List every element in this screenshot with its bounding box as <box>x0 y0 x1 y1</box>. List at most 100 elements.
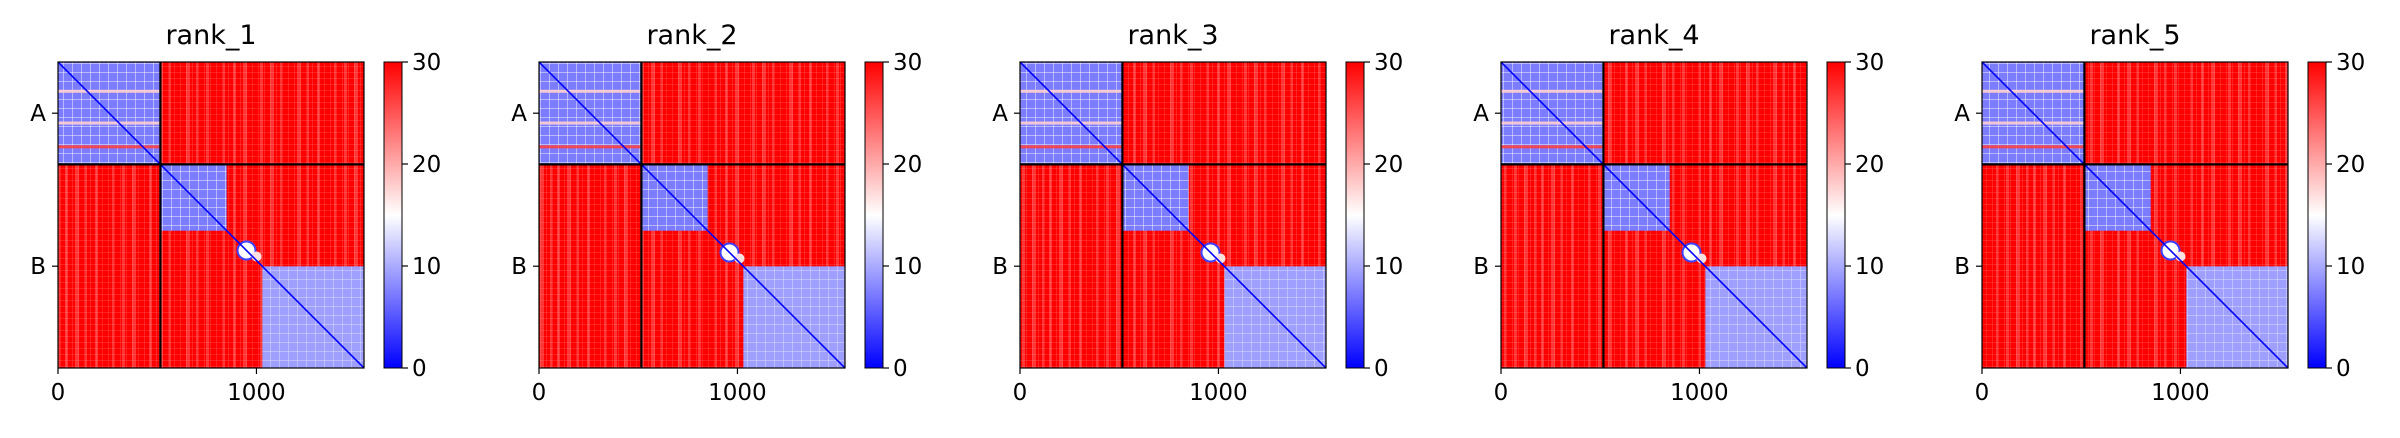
heatmap-stripe <box>1227 62 1231 368</box>
heatmap-stripe <box>85 62 87 368</box>
heatmap-panel-3: rank_3 A B 0 1000 0 10 20 30 <box>992 20 1403 406</box>
colorbar-tick-label: 0 <box>2336 356 2351 382</box>
heatmap-stripe <box>317 62 320 368</box>
panel-title: rank_2 <box>646 20 737 51</box>
block-stripe <box>1982 145 2085 149</box>
plot-frame <box>538 61 846 369</box>
colorbar <box>2307 61 2327 369</box>
y-tick-label: A <box>30 101 46 127</box>
heatmap-stripe <box>1244 62 1247 368</box>
heatmap-stripe <box>2275 62 2277 368</box>
y-tick-label: A <box>1473 101 1489 127</box>
diagonal-line <box>58 62 364 368</box>
block-stripe <box>58 121 161 125</box>
block-stripe <box>1020 145 1123 149</box>
heatmap-stripe <box>836 62 839 368</box>
heatmap-stripe <box>1756 62 1758 368</box>
block-stripe <box>58 145 161 149</box>
heatmap-stripe <box>1672 62 1674 368</box>
heatmap-stripe <box>2053 62 2055 368</box>
heatmap-stripe <box>1588 62 1590 368</box>
colorbar-tick-label: 20 <box>1855 152 1884 178</box>
heatmap-stripe <box>1291 62 1293 368</box>
heatmap-stripe <box>1746 62 1750 368</box>
heatmap-stripe <box>540 62 544 368</box>
heatmap-stripe <box>270 62 274 368</box>
plot-frame <box>1500 61 1808 369</box>
colorbar <box>383 61 403 369</box>
colorbar-tick-label: 10 <box>1374 254 1403 280</box>
heatmap-stripe <box>112 62 114 368</box>
colorbar-tick-label: 20 <box>412 152 441 178</box>
heatmap-stripe <box>614 62 617 368</box>
heatmap-panel-2: rank_2 A B 0 1000 0 10 20 30 <box>511 20 922 406</box>
block-stripe <box>539 89 642 93</box>
heatmap-stripe <box>1561 62 1563 368</box>
heatmap-stripe <box>1719 62 1723 368</box>
heatmap-panel-4: rank_4 A B 0 1000 0 10 20 30 <box>1473 20 1884 406</box>
diagonal-line <box>1501 62 1807 368</box>
colorbar-tick-label: 0 <box>412 356 427 382</box>
panel-title: rank_3 <box>1127 20 1218 51</box>
heatmap-stripe <box>1534 62 1536 368</box>
heatmap-stripe <box>1514 62 1517 368</box>
heatmap-cells <box>1982 62 2288 368</box>
heatmap-stripe <box>2174 62 2177 368</box>
heatmap-stripe <box>1793 62 1796 368</box>
heatmap-stripe <box>122 62 125 368</box>
heatmap-stripe <box>2026 62 2028 368</box>
heatmap-stripe <box>2016 62 2020 368</box>
heatmap-panel-1: rank_1 A B 0 1000 0 10 20 30 <box>30 20 441 406</box>
heatmap-stripe <box>1207 62 1209 368</box>
heatmap-stripe <box>587 62 590 368</box>
heatmap-stripe <box>1254 62 1258 368</box>
colorbar <box>1826 61 1846 369</box>
heatmap-stripe <box>2006 62 2009 368</box>
heatmap-stripe <box>604 62 606 368</box>
heatmap-stripe <box>1598 62 1601 368</box>
heatmap-panel-5: rank_5 A B 0 1000 0 10 20 30 <box>1954 20 2365 406</box>
heatmap-stripe <box>1042 62 1044 368</box>
heatmap-stripe <box>809 62 812 368</box>
diagonal-line <box>1982 62 2288 368</box>
heatmap-stripe <box>1783 62 1785 368</box>
heatmap-stripe <box>2154 62 2158 368</box>
heatmap-stripe <box>772 62 774 368</box>
heatmap-stripe <box>1318 62 1320 368</box>
heatmap-stripe <box>243 62 247 368</box>
colorbar-tick-label: 10 <box>412 254 441 280</box>
heatmap-stripe <box>307 62 309 368</box>
x-tick-label: 1000 <box>2151 380 2210 406</box>
heatmap-stripe <box>2201 62 2204 368</box>
heatmap-stripe <box>2191 62 2193 368</box>
heatmap-stripe <box>1059 62 1063 368</box>
x-tick-label: 0 <box>51 380 66 406</box>
heatmap-stripe <box>1032 62 1036 368</box>
heatmap-stripe <box>715 62 717 368</box>
heatmap-stripe <box>752 62 755 368</box>
y-tick-label: B <box>1473 254 1489 280</box>
heatmap-stripe <box>2265 62 2269 368</box>
panel-title: rank_5 <box>2089 20 2180 51</box>
x-tick-label: 0 <box>532 380 547 406</box>
heatmap-stripe <box>567 62 571 368</box>
heatmap-stripe <box>1069 62 1071 368</box>
plot-frame <box>57 61 365 369</box>
heatmap-stripe <box>1116 62 1120 368</box>
heatmap-stripe <box>624 62 628 368</box>
block-stripe <box>1982 121 2085 125</box>
x-tick-label: 1000 <box>1189 380 1248 406</box>
colorbar-tick-label: 20 <box>2336 152 2365 178</box>
x-tick-label: 0 <box>1013 380 1028 406</box>
heatmap-cells <box>58 62 364 368</box>
heatmap-stripe <box>1996 62 1998 368</box>
x-tick-label: 1000 <box>708 380 767 406</box>
block-stripe <box>1501 121 1604 125</box>
heatmap-stripe <box>1264 62 1266 368</box>
heatmap-stripe <box>1049 62 1052 368</box>
heatmap-stripe <box>65 62 68 368</box>
heatmap-stripe <box>1301 62 1304 368</box>
heatmap-stripe <box>75 62 79 368</box>
colorbar-tick-label: 20 <box>893 152 922 178</box>
